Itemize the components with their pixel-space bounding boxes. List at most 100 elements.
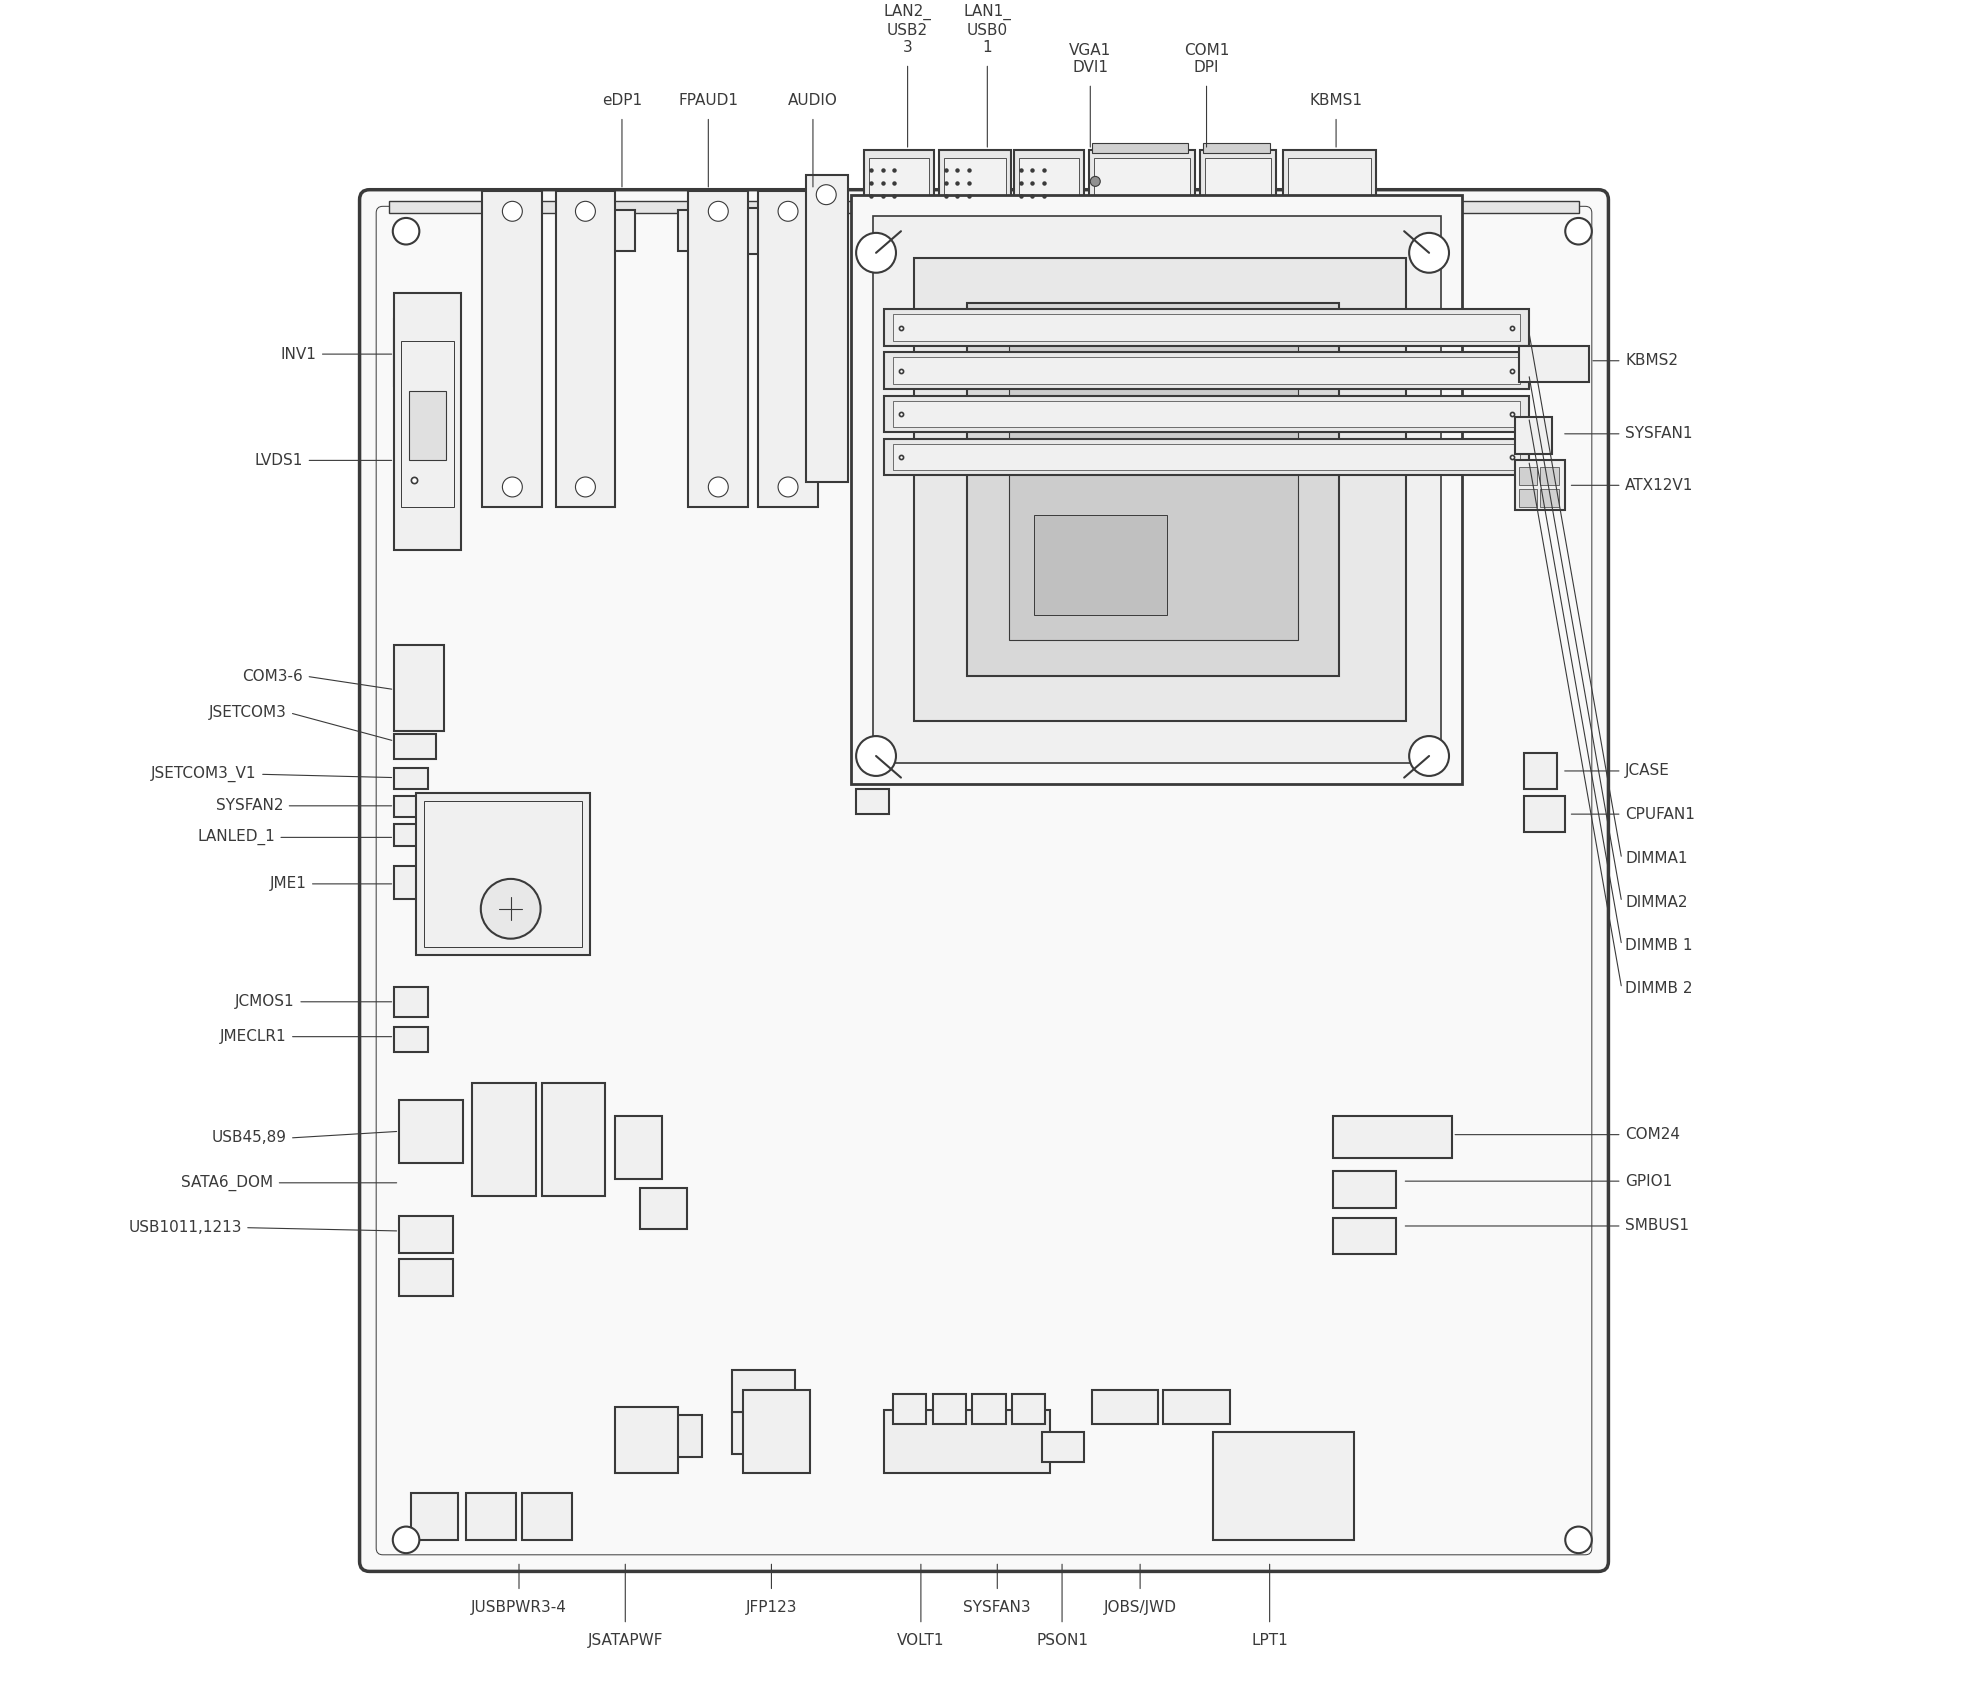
Circle shape [575,201,596,222]
Bar [394,734,437,760]
Text: INV1: INV1 [281,346,317,361]
Circle shape [394,1527,419,1552]
Text: FPAUD1: FPAUD1 [679,94,738,109]
Bar [939,150,1012,213]
Bar [972,1394,1006,1423]
Text: JSETCOM3: JSETCOM3 [209,705,287,721]
Bar [1014,150,1084,213]
Bar [758,191,819,506]
Text: CPUFAN1: CPUFAN1 [1626,806,1694,821]
Bar [1519,467,1537,486]
Text: GPIO1: GPIO1 [1626,1174,1673,1189]
Bar [415,792,590,956]
Bar [884,353,1529,389]
Bar [651,1416,703,1457]
Bar [616,1116,661,1179]
Bar [1283,150,1376,213]
Bar [884,440,1529,475]
Bar [1092,143,1189,153]
Bar [872,216,1441,763]
Bar [400,1217,453,1252]
Bar [850,194,1462,784]
Bar [893,314,1521,341]
Text: JOBS/JWD: JOBS/JWD [1104,1600,1177,1615]
Bar [689,191,748,506]
Bar [884,308,1529,346]
Circle shape [394,218,419,244]
Bar [394,825,427,845]
Bar [1212,1431,1354,1540]
Bar [732,1413,795,1454]
Bar [1092,1390,1159,1423]
Bar [394,644,445,731]
Bar [893,1394,925,1423]
Text: SYSFAN3: SYSFAN3 [964,1600,1031,1615]
Bar [870,158,929,204]
Bar [394,319,431,385]
Bar [933,1394,966,1423]
Circle shape [817,184,836,204]
Bar [543,1084,606,1196]
Bar [744,208,795,254]
Circle shape [575,477,596,498]
Bar [864,150,935,213]
Text: ATX12V1: ATX12V1 [1626,477,1692,492]
Text: SYSFAN2: SYSFAN2 [216,799,283,813]
Bar [1541,489,1559,506]
Bar [425,801,583,947]
Text: DIMMB 2: DIMMB 2 [1626,982,1692,997]
Circle shape [708,201,728,222]
Circle shape [856,233,895,273]
Bar [394,987,427,1017]
Text: COM24: COM24 [1626,1126,1681,1142]
Text: SYSFAN1: SYSFAN1 [1626,426,1692,441]
Bar [394,767,427,789]
Bar [1332,1171,1395,1208]
Text: JFP123: JFP123 [746,1600,797,1615]
Bar [915,257,1405,721]
Bar [401,341,455,506]
Text: LVDS1: LVDS1 [254,453,303,469]
Bar [884,395,1529,433]
Bar [1200,150,1277,213]
Text: LPT1: LPT1 [1252,1632,1287,1648]
Bar [1515,417,1553,453]
Circle shape [1409,736,1448,775]
Bar [616,1408,679,1474]
Bar [394,796,427,818]
Circle shape [480,879,541,939]
Text: JCASE: JCASE [1626,763,1671,779]
Bar [1033,515,1167,615]
Bar [968,303,1340,676]
Text: LANLED_1: LANLED_1 [197,830,276,845]
Text: USB1011,1213: USB1011,1213 [128,1220,242,1235]
Text: DIMMA2: DIMMA2 [1626,895,1687,910]
Bar [555,191,616,506]
Bar [409,390,447,460]
Text: LAN1_
USB0
1: LAN1_ USB0 1 [964,3,1012,55]
Circle shape [777,477,797,498]
Bar [472,1084,535,1196]
Text: JME1: JME1 [270,876,307,891]
Bar [1088,150,1195,213]
Bar [1094,158,1191,204]
Bar [1332,1116,1452,1159]
Bar [1523,753,1557,789]
Text: JSETCOM3_V1: JSETCOM3_V1 [152,767,256,782]
Text: JCMOS1: JCMOS1 [236,995,295,1009]
Bar [394,293,461,550]
Bar [394,1028,427,1051]
Bar [1202,143,1269,153]
Text: LAN2_
USB2
3: LAN2_ USB2 3 [884,3,931,55]
Text: SMBUS1: SMBUS1 [1626,1218,1689,1234]
Text: COM1
DPI: COM1 DPI [1185,43,1230,75]
Text: VOLT1: VOLT1 [897,1632,945,1648]
Bar [640,1188,687,1229]
Circle shape [502,477,522,498]
Text: JMECLR1: JMECLR1 [220,1029,287,1045]
Bar [482,191,543,506]
Bar [1523,796,1565,832]
Text: VGA1
DVI1: VGA1 DVI1 [1069,43,1112,75]
Bar [1012,1394,1045,1423]
Bar [1010,339,1297,639]
